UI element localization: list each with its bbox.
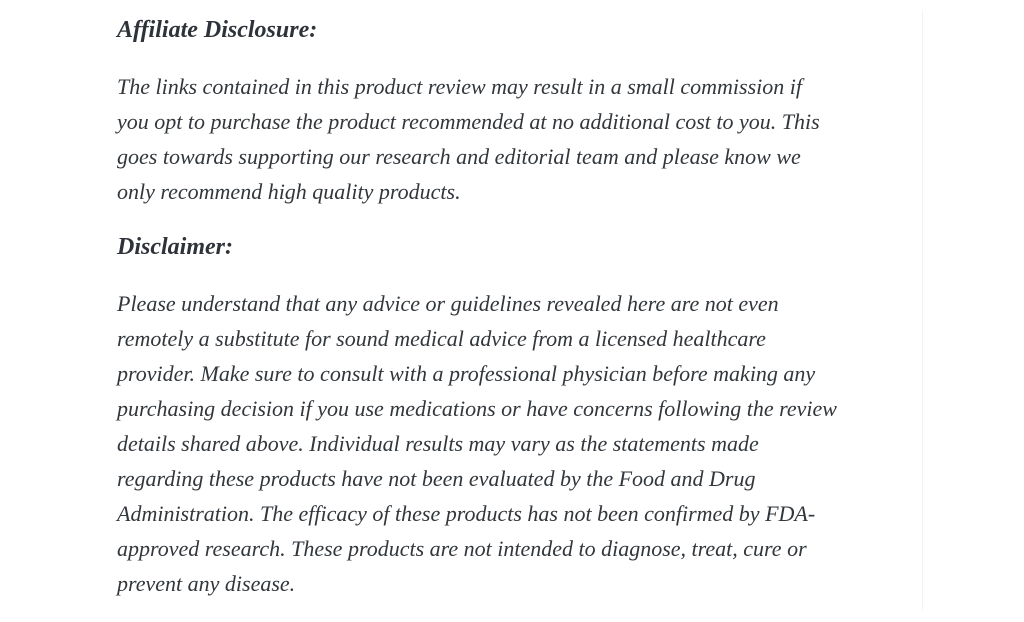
disclaimer-heading: Disclaimer: (117, 234, 233, 260)
disclaimer-paragraph: Please understand that any advice or gui… (117, 291, 837, 596)
affiliate-disclosure-paragraph: The links contained in this product revi… (117, 74, 820, 204)
affiliate-disclosure-heading: Affiliate Disclosure: (117, 17, 318, 43)
article-content: Affiliate Disclosure: The links containe… (117, 13, 977, 622)
content-panel-edge (922, 10, 923, 610)
affiliate-disclosure-section: Affiliate Disclosure: The links containe… (117, 13, 977, 209)
disclaimer-section: Disclaimer: Please understand that any a… (117, 230, 977, 601)
